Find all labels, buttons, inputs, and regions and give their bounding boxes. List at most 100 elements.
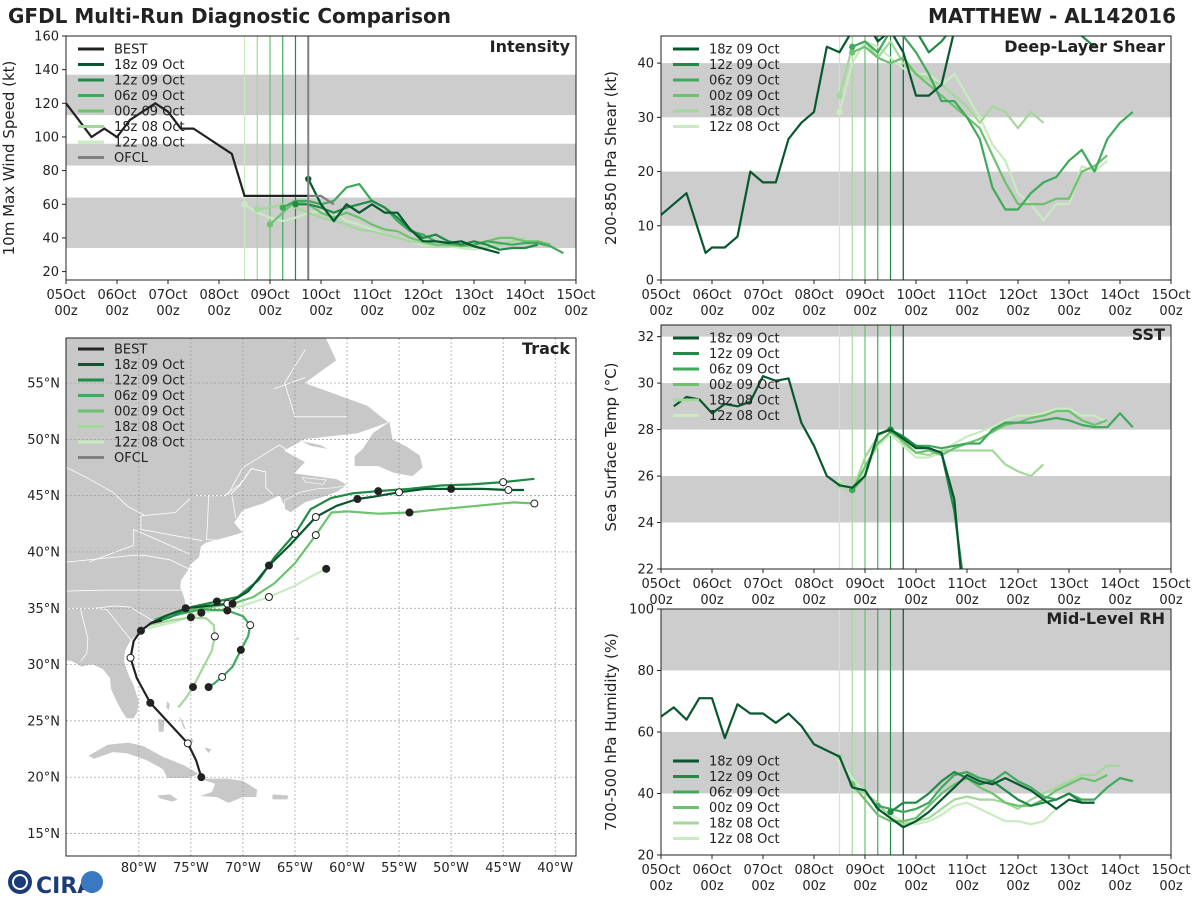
track-position-marker — [322, 564, 331, 573]
sst-series-5 — [838, 407, 1108, 492]
intensity-ytick-label: 60 — [42, 198, 59, 213]
sst-xtick-date: 11Oct — [947, 577, 986, 592]
intensity-xtick-hour: 00z — [207, 304, 231, 319]
intensity-series-3-start-point — [266, 221, 274, 228]
rh-ytick-label: 100 — [629, 603, 654, 618]
sst-xtick-date: 05Oct — [641, 577, 680, 592]
shear-series-5-start-point — [836, 108, 843, 116]
rh-xtick-date: 08Oct — [794, 863, 833, 878]
sst-xtick-hour: 00z — [1006, 593, 1030, 608]
intensity-xtick-date: 13Oct — [454, 288, 493, 303]
track-position-marker — [126, 653, 135, 662]
shear-xtick-date: 13Oct — [1049, 288, 1088, 303]
state-border — [140, 497, 203, 542]
sst-xtick-hour: 00z — [802, 593, 826, 608]
bahamas-land — [165, 699, 171, 712]
track-lon-label: 80°W — [121, 861, 157, 876]
intensity-band-2 — [66, 74, 576, 116]
intensity-ylabel: 10m Max Wind Speed (kt) — [0, 61, 18, 256]
shear-xtick-hour: 00z — [1108, 304, 1132, 319]
intensity-xtick-date: 14Oct — [505, 288, 544, 303]
intensity-ytick-label: 160 — [34, 30, 59, 45]
rh-xtick-date: 14Oct — [1100, 863, 1139, 878]
intensity-ytick-label: 20 — [42, 265, 59, 280]
rh-xtick-date: 07Oct — [743, 863, 782, 878]
track-lat-label: 15°N — [27, 827, 60, 842]
intensity-legend-label: 12z 08 Oct — [114, 136, 185, 151]
intensity-series-0 — [307, 178, 500, 255]
state-border — [226, 444, 306, 496]
shear-series-4-start-point — [836, 92, 843, 99]
track-lat-label: 55°N — [27, 377, 60, 392]
track-position-marker — [210, 632, 219, 641]
track-lon-label: 70°W — [225, 861, 261, 876]
state-border — [274, 377, 306, 390]
shear-band-0 — [661, 171, 1171, 226]
shear-xtick-date: 07Oct — [743, 288, 782, 303]
track-lon-label: 50°W — [433, 861, 469, 876]
rh-ytick-label: 40 — [637, 787, 654, 802]
track-position-marker — [405, 508, 414, 517]
track-lon-label: 65°W — [277, 861, 313, 876]
shear-series-1-start-point — [887, 27, 893, 33]
intensity-xtick-hour: 00z — [258, 304, 282, 319]
track-position-marker — [236, 645, 245, 654]
rh-legend-label: 12z 09 Oct — [709, 770, 780, 785]
panel-shear: 01020304005Oct00z06Oct00z07Oct00z08Oct00… — [602, 27, 1191, 319]
bermuda-land — [295, 637, 300, 641]
track-title: Track — [522, 339, 570, 358]
shear-legend-label: 00z 09 Oct — [709, 89, 780, 104]
track-position-marker — [183, 739, 192, 748]
shear-data-layer — [661, 27, 1134, 254]
panel-sst: 22242628303205Oct00z06Oct00z07Oct00z08Oc… — [602, 324, 1191, 608]
rh-xtick-date: 12Oct — [998, 863, 1037, 878]
track-lat-label: 35°N — [27, 602, 60, 617]
sst-xtick-date: 07Oct — [743, 577, 782, 592]
shear-xtick-hour: 00z — [700, 304, 724, 319]
shear-series-2 — [851, 36, 1134, 211]
track-legend-label: 18z 09 Oct — [114, 358, 185, 373]
sst-legend-label: 18z 08 Oct — [709, 394, 780, 409]
intensity-xtick-date: 06Oct — [97, 288, 136, 303]
track-legend-label: BEST — [114, 343, 147, 358]
shear-xtick-hour: 00z — [955, 304, 979, 319]
panel-track: 80°W 75°W 70°W 65°W 60°W 55°W 50°W 45°W 40°W 15°N… — [27, 337, 577, 876]
shear-xtick-hour: 00z — [904, 304, 928, 319]
sst-ytick-label: 22 — [637, 563, 654, 578]
track-position-marker — [311, 531, 320, 540]
intensity-legend-label: OFCL — [114, 151, 149, 166]
cuba-land — [87, 741, 200, 779]
sst-xtick-hour: 00z — [751, 593, 775, 608]
rh-series-2 — [877, 770, 1134, 814]
track-position-marker — [136, 626, 145, 635]
intensity-xtick-hour: 00z — [54, 304, 78, 319]
intensity-ytick-label: 40 — [42, 231, 59, 246]
track-lat-label: 45°N — [27, 489, 60, 504]
puerto-rico-land — [271, 793, 290, 800]
sst-ytick-label: 30 — [637, 377, 654, 392]
intensity-series-4-start-point — [254, 206, 261, 213]
sst-xtick-date: 09Oct — [845, 577, 884, 592]
rh-legend-label: 06z 09 Oct — [709, 786, 780, 801]
bahamas-land — [178, 714, 188, 731]
intensity-xtick-date: 08Oct — [199, 288, 238, 303]
rh-ytick-label: 20 — [637, 849, 654, 864]
intensity-xtick-hour: 00z — [309, 304, 333, 319]
rh-xtick-hour: 00z — [1108, 879, 1132, 894]
track-position-marker — [197, 608, 206, 617]
track-lat-label: 30°N — [27, 658, 60, 673]
intensity-legend-label: 12z 09 Oct — [114, 74, 185, 89]
shear-xtick-date: 11Oct — [947, 288, 986, 303]
sst-xtick-hour: 00z — [1159, 593, 1183, 608]
intensity-xtick-date: 09Oct — [250, 288, 289, 303]
shear-xtick-date: 09Oct — [845, 288, 884, 303]
sst-xtick-hour: 00z — [649, 593, 673, 608]
sst-ylabel: Sea Surface Temp (°C) — [602, 362, 620, 531]
rh-ytick-label: 60 — [637, 726, 654, 741]
shear-xtick-date: 05Oct — [641, 288, 680, 303]
intensity-series-1-start-point — [292, 201, 299, 208]
rh-xtick-date: 05Oct — [641, 863, 680, 878]
sst-legend-label: 00z 09 Oct — [709, 378, 780, 393]
rh-series-4 — [838, 756, 1120, 826]
